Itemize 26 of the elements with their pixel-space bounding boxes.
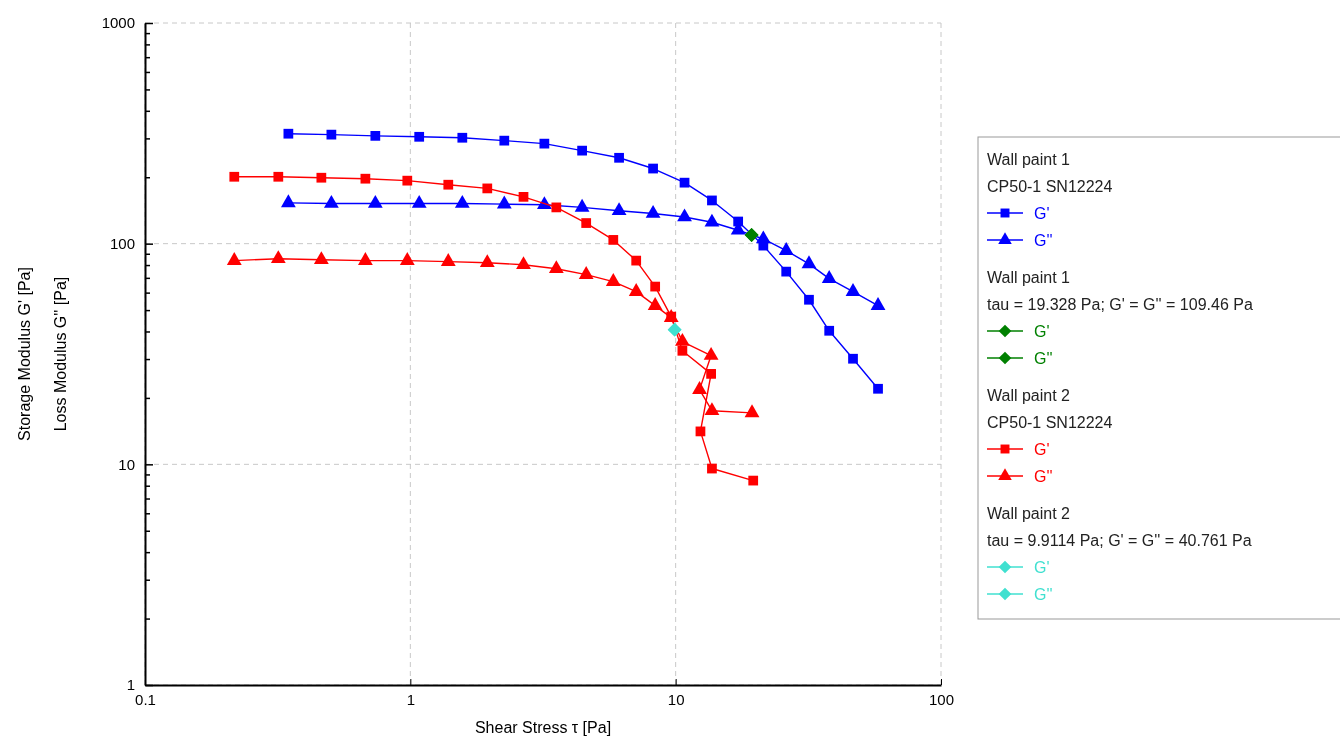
text: CP50-1 SN12224 [987, 414, 1113, 431]
x-axis-title: Shear Stress τ [Pa] [474, 719, 612, 736]
x-tick-label: 10 [667, 690, 685, 708]
text: Wall paint 2 [987, 387, 1071, 404]
y-tick-label: 10 [118, 455, 135, 473]
legend-label: G'' [1034, 232, 1053, 249]
x-tick-label: 1 [406, 690, 416, 708]
text: tau = 19.328 Pa; G' = G'' = 109.46 Pa [987, 296, 1253, 313]
y-tick-label: 100 [109, 234, 135, 252]
legend-label: G'' [1034, 468, 1053, 485]
x-tick-label: 0.1 [135, 690, 156, 708]
text: CP50-1 SN12224 [987, 178, 1113, 195]
text: Wall paint 2 [987, 505, 1071, 522]
legend-label: G' [1034, 441, 1050, 458]
legend-label: G'' [1034, 586, 1053, 603]
y-axis-title: Storage Modulus G' [Pa] Loss Modulus G'' [Pa] [16, 267, 69, 441]
legend-label: G' [1034, 323, 1050, 340]
text: Wall paint 1 [987, 269, 1071, 286]
text: Wall paint 1 [987, 151, 1071, 168]
legend-label: G'' [1034, 350, 1053, 367]
legend-label: G' [1034, 559, 1050, 576]
legend-label: G' [1034, 205, 1050, 222]
y-tick-label: 1000 [101, 14, 135, 32]
x-tick-label: 100 [928, 690, 955, 708]
y-tick-label: 1 [126, 676, 135, 694]
text: tau = 9.9114 Pa; G' = G'' = 40.761 Pa [987, 532, 1252, 549]
